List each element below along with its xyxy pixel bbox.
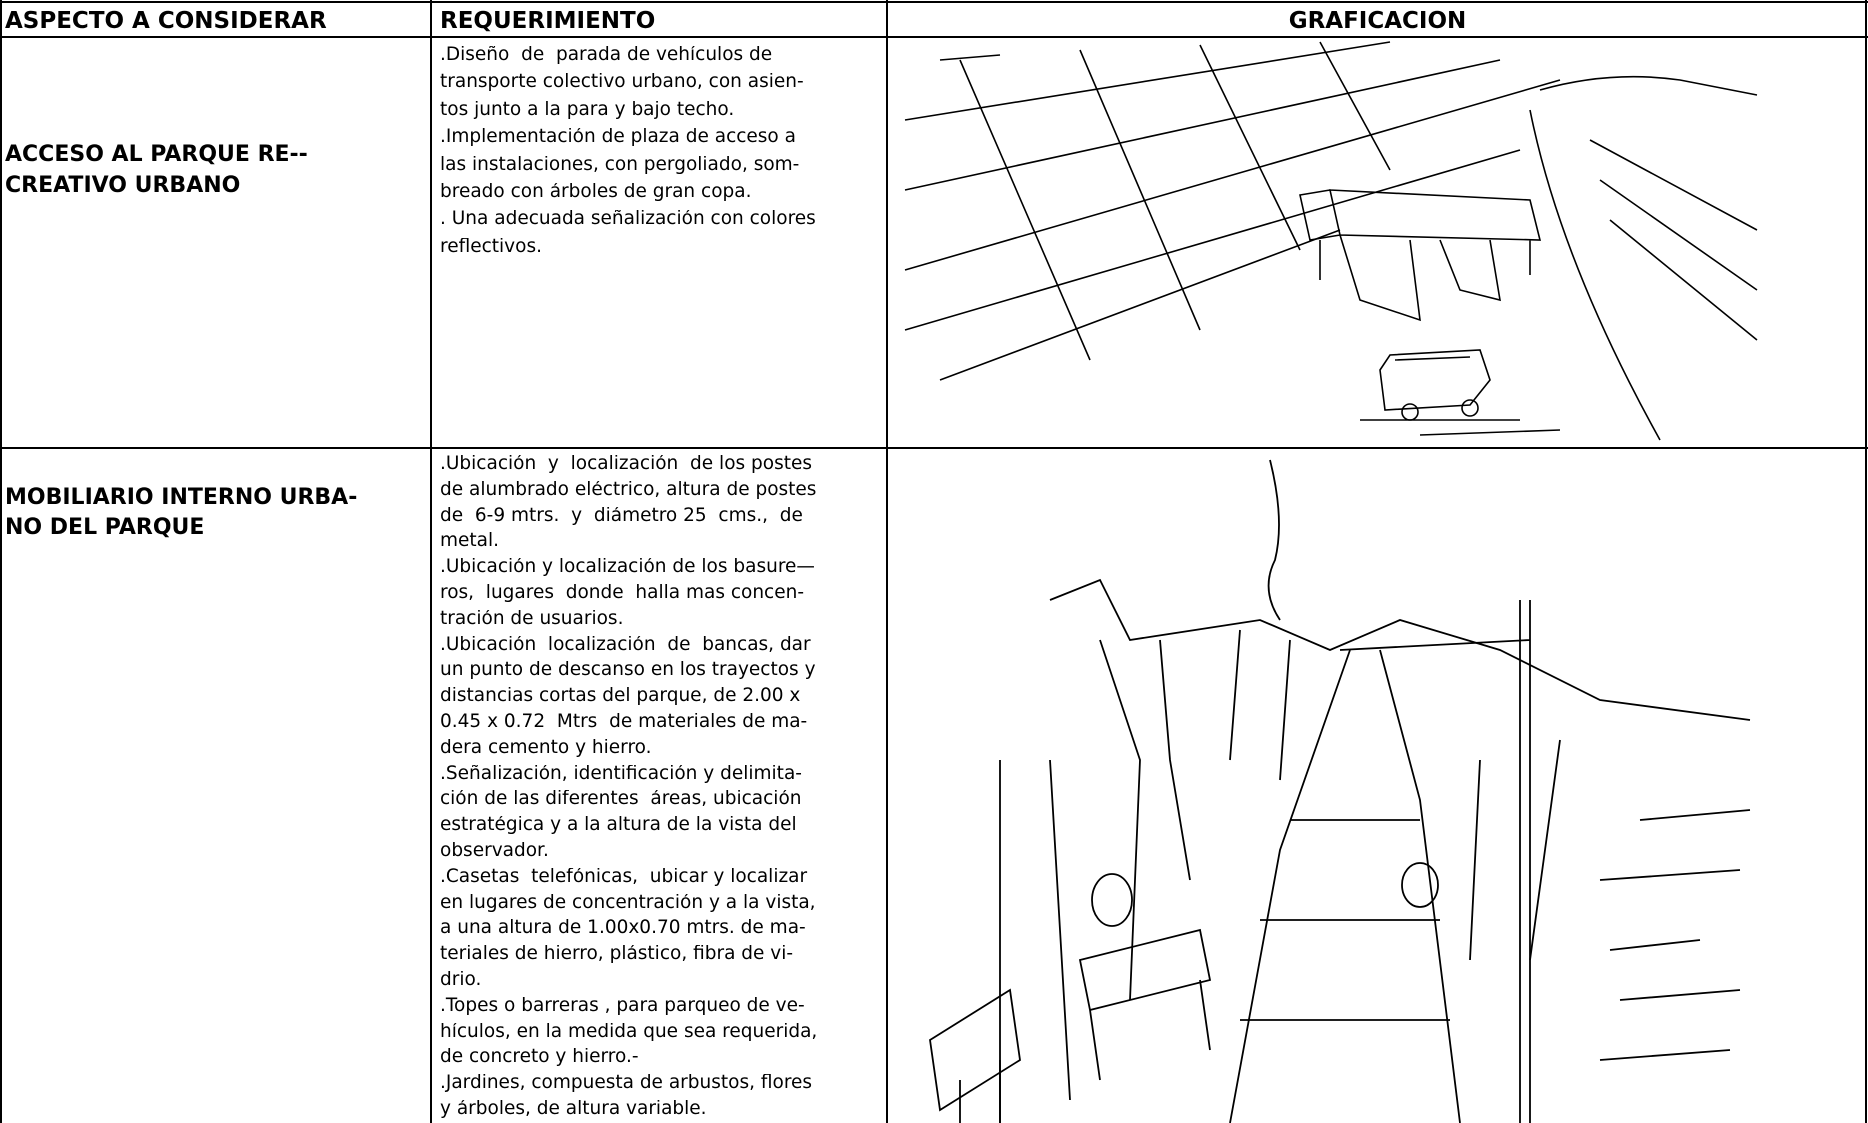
aspect-text: MOBILIARIO INTERNO URBA- — [5, 485, 358, 510]
requirement-line: .Señalización, identificación y delimita… — [440, 764, 802, 784]
requirement-line: tración de usuarios. — [440, 609, 624, 629]
requirement-line: un punto de descanso en los trayectos y — [440, 661, 816, 680]
requirement-line: observador. — [440, 842, 549, 861]
requirement-line: tos junto a la para y bajo techo. — [440, 100, 735, 120]
aspect-text: NO DEL PARQUE — [5, 515, 205, 540]
aspect-text: ACCESO AL PARQUE RE-- — [5, 142, 308, 167]
requirement-line: drio. — [440, 971, 482, 990]
header-graphic: GRAFICACION — [1288, 8, 1467, 34]
sketch-park-furniture — [929, 459, 1751, 1123]
requirement-line: las instalaciones, con pergoliado, som- — [440, 155, 800, 175]
requirement-line: de 6-9 mtrs. y diámetro 25 cms., de — [440, 506, 803, 526]
aspect-text: CREATIVO URBANO — [5, 173, 241, 198]
requirement-line: .Ubicación y localización de los basure— — [440, 558, 815, 577]
requirement-line: .Jardines, compuesta de arbustos, flores — [440, 1074, 813, 1093]
header-aspect: ASPECTO A CONSIDERAR — [5, 8, 327, 34]
requirement-line: 0.45 x 0.72 Mtrs de materiales de ma- — [440, 713, 808, 732]
requirement-line: estratégica y a la altura de la vista de… — [440, 816, 797, 835]
requirement-line: en lugares de concentración y a la vista… — [440, 893, 816, 913]
requirement-line: . Una adecuada señalización con colores — [440, 210, 816, 229]
requirement-line: transporte colectivo urbano, con asien- — [440, 73, 804, 92]
header-requirement: REQUERIMIENTO — [440, 8, 656, 34]
requirement-line: .Ubicación localización de bancas, dar — [440, 635, 811, 655]
requirement-line: teriales de hierro, plástico, fibra de v… — [440, 945, 794, 964]
requirement-line: .Topes o barreras , para parqueo de ve- — [440, 996, 805, 1016]
requirement-line: .Implementación de plaza de acceso a — [440, 128, 796, 147]
requirement-line: ción de las diferentes áreas, ubicación — [440, 790, 802, 809]
requirement-line: .Ubicación y localización de los postes — [440, 455, 813, 474]
requirement-line: .Casetas telefónicas, ubicar y localizar — [440, 867, 808, 887]
requirement-line: metal. — [440, 532, 500, 551]
requirement-line: ros, lugares donde halla mas concen- — [440, 584, 805, 603]
requirement-line: de alumbrado eléctrico, altura de postes — [440, 480, 817, 500]
requirement-line: hículos, en la medida que sea requerida, — [440, 1022, 818, 1042]
requirement-line: dera cemento y hierro. — [440, 738, 652, 758]
sketch-bus-stop — [904, 41, 1758, 441]
requirement-line: a una altura de 1.00x0.70 mtrs. de ma- — [440, 919, 806, 938]
requirement-line: .Diseño de parada de vehículos de — [440, 46, 773, 65]
requirement-line: distancias cortas del parque, de 2.00 x — [440, 687, 801, 706]
requirement-line: breado con árboles de gran copa. — [440, 183, 752, 202]
requirement-line: reflectivos. — [440, 237, 542, 257]
requirement-line: de concreto y hierro.- — [440, 1048, 639, 1067]
requirement-line: y árboles, de altura variable. — [440, 1100, 707, 1119]
